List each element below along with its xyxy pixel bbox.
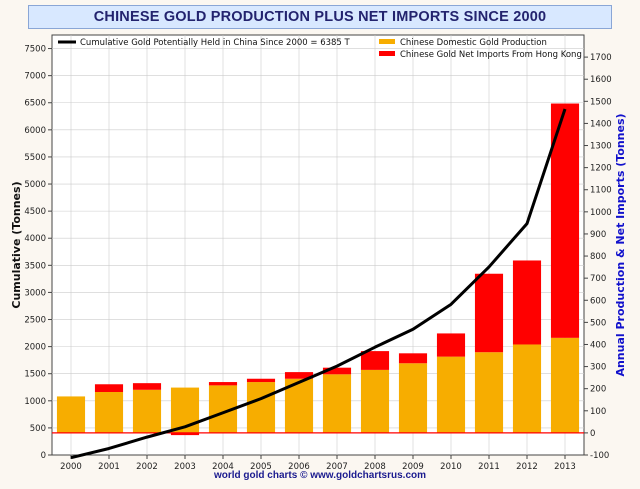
- x-tick-label: 2010: [440, 462, 462, 472]
- left-tick-label: 2000: [24, 343, 46, 353]
- x-tick-label: 2000: [60, 462, 82, 472]
- production-bar: [132, 389, 162, 433]
- imports-bar: [170, 432, 200, 436]
- x-tick-label: 2004: [212, 462, 234, 472]
- legend-swatch-imports: [379, 51, 395, 56]
- x-tick-label: 2009: [402, 462, 424, 472]
- x-tick-label: 2003: [174, 462, 196, 472]
- right-tick-label: 1200: [590, 164, 612, 174]
- imports-bar: [132, 383, 162, 390]
- production-bar: [550, 337, 580, 433]
- x-tick-label: 2005: [250, 462, 272, 472]
- chart-title-box: CHINESE GOLD PRODUCTION PLUS NET IMPORTS…: [28, 5, 612, 29]
- production-bar: [246, 382, 276, 433]
- x-tick-label: 2006: [288, 462, 310, 472]
- imports-bar: [512, 260, 542, 345]
- right-tick-label: 800: [590, 252, 606, 262]
- right-tick-label: 300: [590, 363, 606, 373]
- production-bar: [512, 344, 542, 433]
- x-tick-label: 2001: [98, 462, 120, 472]
- imports-bar: [94, 384, 124, 392]
- x-tick-label: 2008: [364, 462, 386, 472]
- left-tick-label: 1000: [24, 397, 46, 407]
- x-tick-label: 2013: [554, 462, 576, 472]
- right-tick-label: 1500: [590, 97, 612, 107]
- left-tick-label: 6500: [24, 99, 46, 109]
- chart-footer: world gold charts © www.goldchartsrus.co…: [213, 470, 427, 481]
- imports-bar: [246, 378, 276, 383]
- right-tick-label: 1600: [590, 75, 612, 85]
- right-tick-label: 0: [590, 429, 595, 439]
- imports-bar: [474, 273, 504, 353]
- left-tick-label: 3500: [24, 261, 46, 271]
- imports-bar: [360, 351, 390, 370]
- right-tick-label: 1400: [590, 119, 612, 129]
- legend-label-production: Chinese Domestic Gold Production: [400, 38, 547, 48]
- imports-bar: [284, 372, 314, 379]
- right-tick-label: 1000: [590, 208, 612, 218]
- imports-bar: [398, 353, 428, 364]
- left-tick-label: 3000: [24, 288, 46, 298]
- right-tick-label: 1700: [590, 53, 612, 63]
- x-tick-label: 2012: [516, 462, 538, 472]
- imports-bar: [322, 367, 352, 375]
- right-tick-label: 100: [590, 407, 606, 417]
- right-tick-label: 1100: [590, 186, 612, 196]
- x-tick-label: 2002: [136, 462, 158, 472]
- production-bar: [474, 352, 504, 433]
- left-axis-label: Cumulative (Tonnes): [10, 181, 23, 308]
- left-tick-label: 5500: [24, 153, 46, 163]
- right-tick-label: 600: [590, 296, 606, 306]
- right-tick-label: 1300: [590, 142, 612, 152]
- left-tick-label: 4000: [24, 234, 46, 244]
- chart-title: CHINESE GOLD PRODUCTION PLUS NET IMPORTS…: [93, 9, 547, 25]
- production-bar: [398, 363, 428, 433]
- production-bar: [94, 392, 124, 433]
- right-tick-label: 500: [590, 318, 606, 328]
- production-bar: [436, 356, 466, 433]
- left-tick-label: 2500: [24, 316, 46, 326]
- left-tick-label: 7500: [24, 45, 46, 55]
- x-tick-label: 2007: [326, 462, 348, 472]
- right-tick-label: 900: [590, 230, 606, 240]
- plot-area: [51, 34, 585, 456]
- production-bar: [360, 369, 390, 433]
- legend-label-imports: Chinese Gold Net Imports From Hong Kong: [400, 50, 582, 60]
- left-tick-label: 7000: [24, 72, 46, 82]
- left-tick-label: 4500: [24, 207, 46, 217]
- imports-bar: [550, 103, 580, 338]
- left-tick-label: 500: [30, 424, 46, 434]
- right-tick-label: 200: [590, 385, 606, 395]
- right-tick-label: -100: [590, 451, 609, 461]
- left-tick-label: 0: [41, 451, 46, 461]
- production-bar: [56, 396, 86, 433]
- right-tick-label: 400: [590, 340, 606, 350]
- right-axis-label: Annual Production & Net Imports (Tonnes): [614, 113, 627, 376]
- legend-label-cumulative: Cumulative Gold Potentially Held in Chin…: [80, 38, 351, 48]
- left-tick-label: 1500: [24, 370, 46, 380]
- cumulative-line: [70, 108, 567, 460]
- right-tick-label: 700: [590, 274, 606, 284]
- legend-swatch-production: [379, 39, 395, 44]
- x-tick-label: 2011: [478, 462, 500, 472]
- left-tick-label: 5000: [24, 180, 46, 190]
- imports-bar: [436, 333, 466, 357]
- production-bar: [322, 374, 352, 433]
- imports-bar: [208, 382, 238, 386]
- left-tick-label: 6000: [24, 126, 46, 136]
